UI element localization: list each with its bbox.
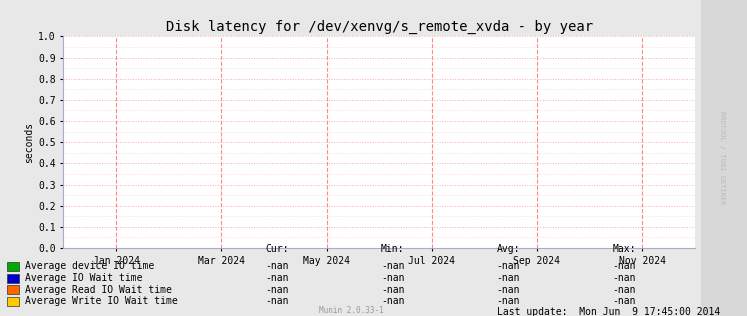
- Text: -nan: -nan: [381, 261, 404, 271]
- Text: -nan: -nan: [381, 273, 404, 283]
- Text: Average IO Wait time: Average IO Wait time: [25, 273, 143, 283]
- Text: -nan: -nan: [613, 296, 636, 307]
- Text: Average Read IO Wait time: Average Read IO Wait time: [25, 285, 173, 295]
- Text: -nan: -nan: [613, 273, 636, 283]
- Text: -nan: -nan: [497, 273, 520, 283]
- Text: -nan: -nan: [497, 261, 520, 271]
- Text: Max:: Max:: [613, 244, 636, 254]
- Text: -nan: -nan: [265, 285, 288, 295]
- Text: -nan: -nan: [265, 261, 288, 271]
- Text: -nan: -nan: [497, 296, 520, 307]
- Text: Last update:  Mon Jun  9 17:45:00 2014: Last update: Mon Jun 9 17:45:00 2014: [497, 307, 720, 316]
- Text: Average Write IO Wait time: Average Write IO Wait time: [25, 296, 178, 307]
- Title: Disk latency for /dev/xenvg/s_remote_xvda - by year: Disk latency for /dev/xenvg/s_remote_xvd…: [166, 20, 592, 34]
- Y-axis label: seconds: seconds: [24, 122, 34, 163]
- Text: RRDTOOL / TOBI OETIKER: RRDTOOL / TOBI OETIKER: [719, 111, 725, 205]
- Text: Cur:: Cur:: [265, 244, 288, 254]
- Text: Munin 2.0.33-1: Munin 2.0.33-1: [319, 306, 383, 315]
- Text: -nan: -nan: [381, 285, 404, 295]
- Text: Average device IO time: Average device IO time: [25, 261, 155, 271]
- Text: -nan: -nan: [381, 296, 404, 307]
- Text: Min:: Min:: [381, 244, 404, 254]
- Text: -nan: -nan: [613, 285, 636, 295]
- Text: -nan: -nan: [613, 261, 636, 271]
- Text: -nan: -nan: [265, 296, 288, 307]
- Text: -nan: -nan: [497, 285, 520, 295]
- Text: Avg:: Avg:: [497, 244, 520, 254]
- Text: -nan: -nan: [265, 273, 288, 283]
